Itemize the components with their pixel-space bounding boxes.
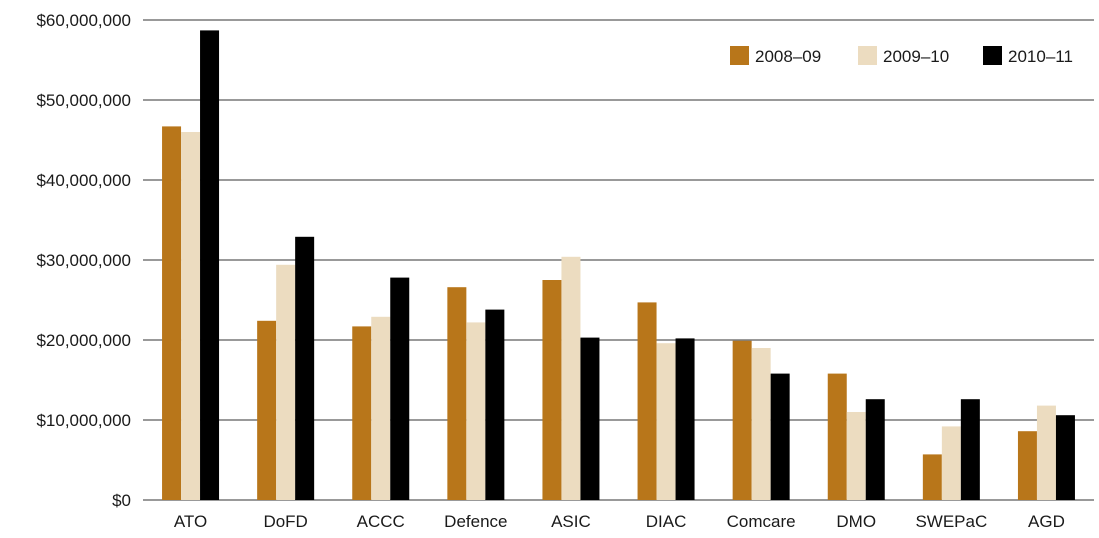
x-tick-label: ACCC bbox=[357, 512, 405, 531]
x-tick-label: AGD bbox=[1028, 512, 1065, 531]
bar-accc-1 bbox=[352, 326, 371, 500]
bar-asic-3 bbox=[580, 338, 599, 500]
bar-ato-2 bbox=[181, 132, 200, 500]
y-tick-label: $20,000,000 bbox=[36, 331, 131, 350]
bar-accc-2 bbox=[371, 317, 390, 500]
x-tick-label: DIAC bbox=[646, 512, 687, 531]
bar-comcare-2 bbox=[752, 348, 771, 500]
y-tick-label: $50,000,000 bbox=[36, 91, 131, 110]
bar-diac-2 bbox=[657, 343, 676, 500]
legend-label: 2009–10 bbox=[883, 47, 949, 66]
legend-label: 2008–09 bbox=[755, 47, 821, 66]
legend: 2008–09 2009–10 2010–11 bbox=[730, 46, 1073, 66]
y-tick-label: $60,000,000 bbox=[36, 11, 131, 30]
y-tick-label: $30,000,000 bbox=[36, 251, 131, 270]
y-tick-label: $40,000,000 bbox=[36, 171, 131, 190]
bar-ato-3 bbox=[200, 30, 219, 500]
x-tick-label: SWEPaC bbox=[915, 512, 987, 531]
bar-dmo-3 bbox=[866, 399, 885, 500]
bar-asic-1 bbox=[542, 280, 561, 500]
x-tick-label: Defence bbox=[444, 512, 507, 531]
bar-comcare-3 bbox=[771, 374, 790, 500]
x-axis-ticks: ATO DoFD ACCC Defence ASIC DIAC Comcare DMO SWEP… bbox=[174, 512, 1065, 531]
bar-diac-1 bbox=[638, 302, 657, 500]
bar-asic-2 bbox=[561, 257, 580, 500]
bar-dmo-1 bbox=[828, 374, 847, 500]
bar-swepac-3 bbox=[961, 399, 980, 500]
x-tick-label: DoFD bbox=[263, 512, 307, 531]
bar-defence-1 bbox=[447, 287, 466, 500]
x-tick-label: ATO bbox=[174, 512, 207, 531]
bar-dmo-2 bbox=[847, 412, 866, 500]
legend-label: 2010–11 bbox=[1008, 47, 1073, 66]
legend-swatch bbox=[983, 46, 1002, 65]
bar-comcare-1 bbox=[733, 341, 752, 500]
bar-defence-2 bbox=[466, 322, 485, 500]
bar-dofd-2 bbox=[276, 265, 295, 500]
bar-dofd-1 bbox=[257, 321, 276, 500]
legend-swatch bbox=[730, 46, 749, 65]
x-tick-label: ASIC bbox=[551, 512, 591, 531]
y-tick-label: $0 bbox=[112, 491, 131, 510]
y-axis-ticks: $0 $10,000,000 $20,000,000 $30,000,000 $40,0… bbox=[36, 11, 131, 510]
bar-agd-2 bbox=[1037, 406, 1056, 500]
y-tick-label: $10,000,000 bbox=[36, 411, 131, 430]
bar-accc-3 bbox=[390, 278, 409, 500]
bars bbox=[162, 30, 1075, 500]
x-tick-label: Comcare bbox=[727, 512, 796, 531]
legend-swatch bbox=[858, 46, 877, 65]
bar-swepac-2 bbox=[942, 426, 961, 500]
bar-ato-1 bbox=[162, 126, 181, 500]
bar-agd-1 bbox=[1018, 431, 1037, 500]
bar-diac-3 bbox=[676, 338, 695, 500]
x-tick-label: DMO bbox=[836, 512, 876, 531]
bar-agd-3 bbox=[1056, 415, 1075, 500]
bar-swepac-1 bbox=[923, 454, 942, 500]
bar-dofd-3 bbox=[295, 237, 314, 500]
bar-defence-3 bbox=[485, 310, 504, 500]
